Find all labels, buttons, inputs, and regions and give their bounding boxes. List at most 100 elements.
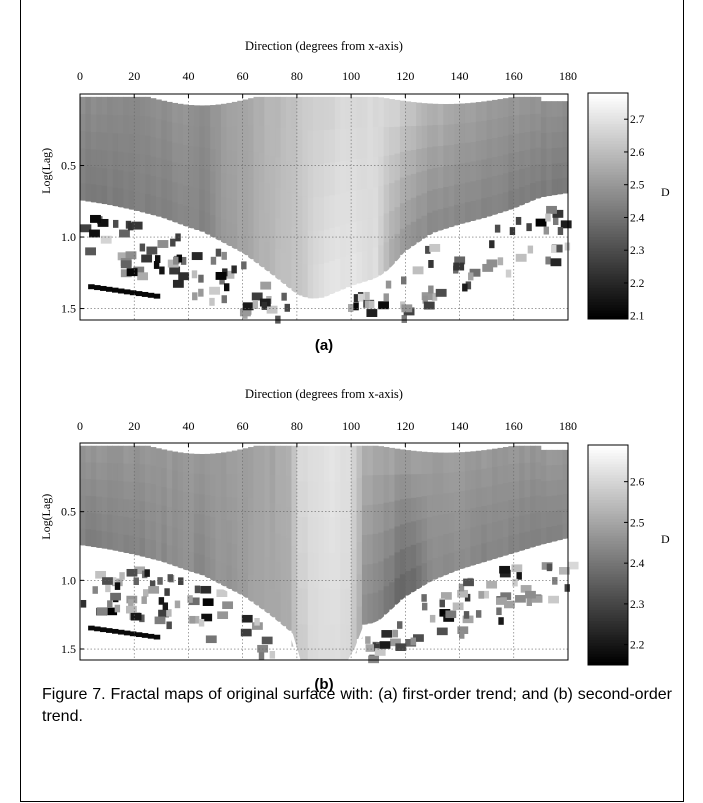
surface-cell: [307, 231, 314, 266]
surface-cell: [286, 538, 292, 570]
surface-cell: [126, 568, 138, 577]
colorbar-band: [588, 270, 628, 275]
surface-cell: [193, 208, 200, 230]
surface-cell: [512, 578, 518, 587]
surface-cell: [231, 150, 238, 176]
surface-cell: [226, 102, 233, 128]
surface-cell: [275, 562, 282, 593]
surface-cell: [123, 96, 130, 116]
surface-cell: [237, 150, 244, 177]
colorbar-band: [588, 582, 628, 586]
surface-cell: [248, 549, 254, 576]
surface-cell: [269, 245, 276, 276]
surface-cell: [437, 124, 444, 147]
surface-cell: [107, 497, 113, 516]
surface-cell: [188, 105, 195, 126]
colorbar-band: [588, 519, 628, 523]
surface-cell: [161, 159, 168, 180]
surface-cell: [145, 135, 151, 156]
surface-cell: [264, 445, 271, 474]
surface-cell: [155, 177, 162, 198]
surface-cell: [145, 464, 151, 484]
colorbar-band: [588, 98, 628, 102]
surface-cell: [324, 445, 330, 482]
surface-cell: [154, 616, 166, 625]
surface-cell: [361, 475, 368, 506]
surface-cell: [348, 304, 354, 312]
surface-cell: [385, 280, 392, 289]
chart-title: Direction (degrees from x-axis): [245, 387, 403, 401]
surface-cell: [242, 302, 254, 311]
surface-cell: [117, 498, 124, 517]
surface-cell: [334, 129, 341, 163]
surface-cell: [524, 531, 531, 550]
surface-cell: [459, 123, 466, 144]
surface-cell: [176, 254, 183, 263]
surface-cell: [307, 96, 314, 131]
surface-cell: [427, 125, 433, 148]
surface-cell: [367, 445, 374, 476]
surface-cell: [448, 552, 455, 574]
surface-cell: [463, 611, 470, 619]
surface-cell: [437, 473, 444, 495]
colorbar-band: [588, 533, 628, 537]
surface-cell: [340, 517, 347, 554]
surface-cell: [481, 159, 488, 180]
surface-cell: [253, 124, 260, 153]
surface-cell: [494, 224, 501, 233]
surface-cell: [502, 519, 509, 538]
surface-cell: [324, 588, 330, 625]
colorbar-band: [588, 160, 628, 165]
surface-cell: [394, 233, 401, 262]
surface-cell: [258, 554, 265, 583]
surface-cell: [139, 614, 145, 623]
surface-cell: [204, 536, 211, 558]
surface-cell: [258, 181, 265, 211]
surface-cell: [80, 96, 86, 115]
colorbar-band: [588, 527, 628, 531]
surface-cell: [324, 262, 330, 297]
surface-cell: [492, 503, 498, 523]
surface-cell: [123, 289, 131, 295]
surface-cell: [410, 126, 417, 151]
surface-cell: [351, 96, 357, 129]
surface-cell: [161, 449, 168, 469]
colorbar-band: [588, 659, 628, 663]
surface-cell: [248, 205, 254, 233]
surface-cell: [112, 151, 119, 170]
surface-cell: [177, 183, 184, 205]
surface-cell: [475, 199, 482, 220]
surface-cell: [291, 194, 298, 228]
surface-cell: [462, 615, 474, 624]
surface-cell: [215, 496, 222, 519]
surface-cell: [464, 509, 471, 529]
surface-cell: [405, 200, 412, 226]
surface-cell: [508, 115, 515, 136]
surface-cell: [188, 473, 195, 494]
surface-cell: [210, 474, 216, 497]
surface-cell: [112, 169, 119, 189]
surface-cell: [269, 559, 276, 589]
colorbar-band: [588, 475, 628, 479]
surface-cell: [183, 165, 189, 186]
surface-cell: [145, 174, 151, 195]
surface-cell: [96, 479, 103, 498]
surface-cell: [334, 588, 341, 625]
x-tick-label: 80: [291, 419, 303, 433]
surface-cell: [210, 193, 216, 216]
surface-cell: [123, 133, 130, 153]
surface-cell: [166, 180, 173, 201]
surface-cell: [540, 180, 547, 197]
surface-cell: [524, 445, 531, 464]
surface-cell: [546, 449, 553, 466]
surface-cell: [296, 481, 303, 518]
surface-cell: [389, 555, 395, 583]
surface-cell: [107, 186, 113, 206]
colorbar-band: [588, 183, 628, 187]
surface-cell: [351, 480, 357, 516]
surface-cell: [470, 122, 477, 143]
surface-cell: [519, 498, 526, 516]
surface-cell: [508, 464, 515, 483]
surface-cell: [454, 103, 460, 125]
surface-cell: [134, 172, 141, 193]
